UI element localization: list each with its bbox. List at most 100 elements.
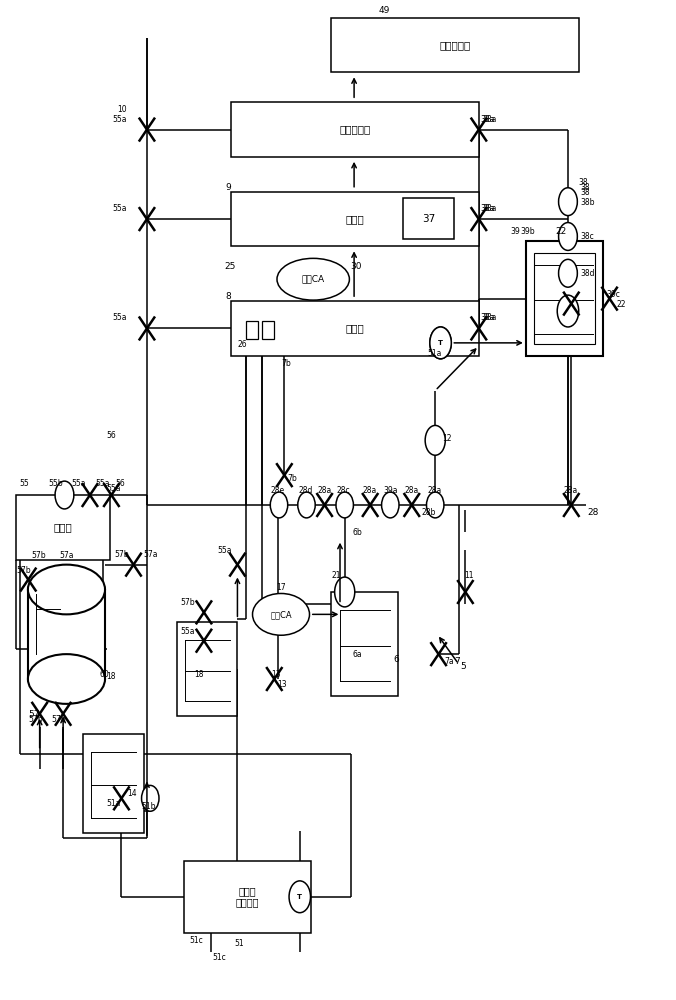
Text: 57b: 57b — [31, 551, 45, 560]
Text: 55b: 55b — [49, 479, 63, 488]
Text: 28a: 28a — [363, 486, 377, 495]
Text: 60: 60 — [100, 670, 110, 679]
Bar — [184, 861, 311, 933]
Bar — [246, 321, 258, 339]
Circle shape — [558, 259, 577, 287]
Text: 17: 17 — [276, 583, 286, 592]
Circle shape — [336, 492, 354, 518]
Text: 37: 37 — [422, 214, 435, 224]
Text: T: T — [297, 894, 302, 900]
Text: 57b: 57b — [52, 715, 66, 724]
Text: 57b: 57b — [115, 550, 129, 559]
Ellipse shape — [28, 565, 105, 614]
Text: 56: 56 — [107, 431, 116, 440]
Bar — [534, 253, 595, 344]
Text: 13: 13 — [271, 670, 281, 679]
Text: 38a: 38a — [482, 204, 496, 213]
Text: 28a: 28a — [317, 486, 331, 495]
Text: 57a: 57a — [143, 550, 158, 559]
Bar — [231, 192, 479, 246]
Text: 12: 12 — [442, 434, 452, 443]
Text: 55a: 55a — [95, 479, 110, 488]
Text: 28d: 28d — [298, 486, 313, 495]
Circle shape — [270, 492, 288, 518]
Text: 7a: 7a — [444, 657, 454, 666]
Bar — [331, 18, 579, 72]
Text: 13: 13 — [278, 680, 287, 689]
Circle shape — [55, 481, 74, 509]
Text: 30: 30 — [350, 262, 362, 271]
Circle shape — [558, 188, 577, 216]
Text: 18: 18 — [194, 670, 203, 679]
Text: 57a: 57a — [59, 551, 74, 560]
Bar — [231, 102, 479, 157]
Text: 析出CA: 析出CA — [301, 275, 324, 284]
Text: 28c: 28c — [337, 486, 350, 495]
Text: 排出部: 排出部 — [345, 214, 364, 224]
Text: 39: 39 — [510, 227, 521, 236]
Text: 28: 28 — [587, 508, 599, 517]
Text: T: T — [438, 340, 443, 346]
Text: 38a: 38a — [482, 313, 496, 322]
Text: 38: 38 — [580, 183, 589, 192]
Text: 39b: 39b — [521, 227, 535, 236]
Ellipse shape — [277, 258, 349, 300]
Text: 5: 5 — [460, 662, 466, 671]
Text: 39a: 39a — [383, 486, 397, 495]
Circle shape — [141, 785, 159, 811]
Text: 38d: 38d — [580, 269, 594, 278]
Text: 28b: 28b — [422, 508, 436, 517]
Bar — [403, 198, 454, 239]
Text: 38a: 38a — [481, 204, 496, 213]
Text: 55a: 55a — [113, 204, 127, 213]
Text: 39c: 39c — [606, 290, 620, 299]
Bar — [28, 589, 105, 679]
Text: 49: 49 — [379, 6, 389, 15]
Text: 28a: 28a — [428, 486, 442, 495]
Circle shape — [427, 492, 444, 518]
Text: 38a: 38a — [481, 313, 496, 322]
Text: 38b: 38b — [580, 198, 594, 207]
Text: 7: 7 — [454, 657, 460, 666]
Text: 51c: 51c — [189, 936, 203, 945]
Text: 9: 9 — [225, 183, 231, 192]
Text: 51: 51 — [234, 938, 244, 948]
Ellipse shape — [28, 654, 105, 704]
Text: 28a: 28a — [404, 486, 418, 495]
Text: 51c: 51c — [212, 953, 226, 962]
Text: 10: 10 — [117, 105, 126, 114]
Text: 55: 55 — [20, 479, 29, 488]
Text: 振动干燥机: 振动干燥机 — [339, 125, 370, 135]
Text: 51a: 51a — [107, 799, 121, 808]
Text: 38c: 38c — [580, 232, 594, 241]
Circle shape — [558, 223, 577, 250]
Text: 纯水用
过滤装置: 纯水用 过滤装置 — [236, 886, 259, 908]
Text: 38a: 38a — [481, 115, 496, 124]
Text: 22: 22 — [617, 300, 626, 309]
Bar — [231, 301, 479, 356]
Ellipse shape — [253, 593, 310, 635]
Text: 7b: 7b — [282, 359, 291, 368]
Bar — [16, 495, 110, 560]
Text: 57b: 57b — [28, 715, 43, 724]
Bar — [526, 241, 603, 356]
Text: 57: 57 — [28, 710, 40, 719]
Text: 38: 38 — [579, 178, 588, 187]
Text: 可弹性容器: 可弹性容器 — [439, 40, 471, 50]
Text: 55a: 55a — [113, 115, 127, 124]
Text: 原料CA: 原料CA — [270, 610, 292, 619]
Text: 6: 6 — [393, 655, 399, 664]
Text: 18: 18 — [107, 672, 116, 681]
Circle shape — [335, 577, 355, 607]
Text: 14: 14 — [127, 789, 137, 798]
Text: 55a: 55a — [217, 546, 232, 555]
Text: 析出器: 析出器 — [345, 323, 364, 333]
Text: 21: 21 — [331, 571, 341, 580]
Text: 8: 8 — [225, 292, 231, 301]
Circle shape — [425, 425, 445, 455]
Circle shape — [430, 327, 452, 359]
Text: 56: 56 — [116, 479, 125, 488]
Text: 25: 25 — [224, 262, 235, 271]
Text: 38: 38 — [580, 188, 589, 197]
Text: 55a: 55a — [180, 627, 195, 636]
